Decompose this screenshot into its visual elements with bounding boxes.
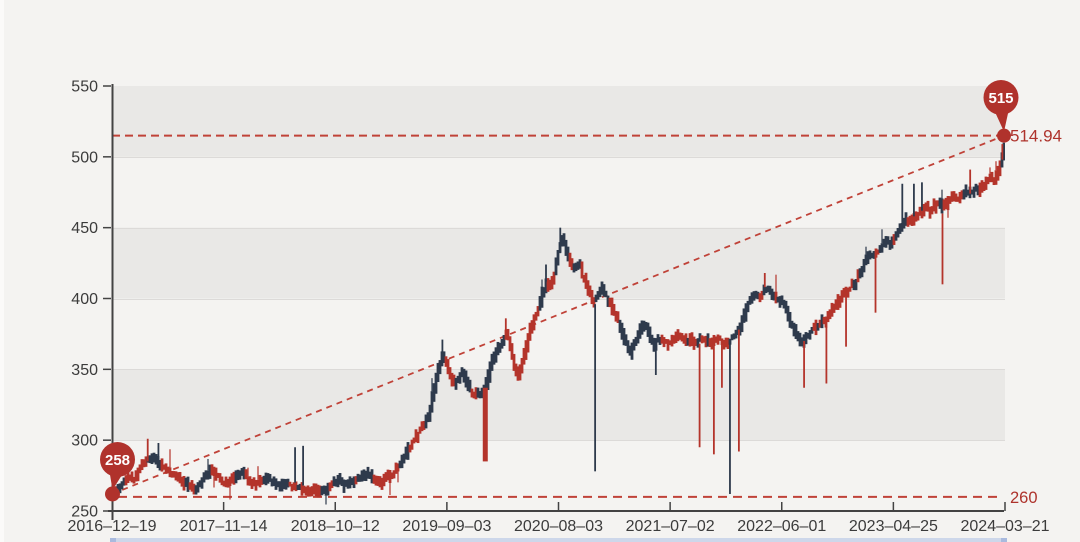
x-axis-label: 2017–11–14 — [180, 518, 268, 535]
y-axis-label: 400 — [71, 291, 98, 308]
x-axis-label: 2023–04–25 — [849, 518, 938, 535]
timeline-scrollbar[interactable] — [110, 538, 1007, 542]
price-series-canvas — [112, 86, 1005, 511]
y-axis-label: 550 — [71, 79, 98, 96]
x-axis-label: 2021–07–02 — [626, 518, 715, 535]
scrollbar-left-handle[interactable] — [110, 538, 116, 542]
min-marker-balloon-bubble — [100, 442, 135, 477]
max-marker-balloon-bubble — [983, 80, 1019, 115]
max-marker-balloon-dot — [997, 128, 1011, 143]
y-axis-label: 450 — [71, 220, 98, 237]
x-axis-label: 2020–08–03 — [514, 518, 603, 535]
y-axis-label: 500 — [71, 149, 98, 166]
x-axis-label: 2018–10–12 — [291, 518, 380, 535]
min-marker-balloon-label: 258 — [105, 452, 130, 469]
x-axis-label: 2022–06–01 — [737, 518, 826, 535]
y-axis-label: 250 — [71, 504, 98, 521]
page-left-edge — [0, 0, 4, 542]
max-marker-balloon-label: 515 — [988, 90, 1013, 107]
min-marker-balloon-dot — [105, 486, 120, 502]
x-axis-label: 2016–12–19 — [68, 518, 157, 535]
min-line-label: 260 — [1010, 489, 1038, 507]
x-axis-label: 2024–03–21 — [961, 518, 1050, 535]
x-axis-label: 2019–09–03 — [402, 518, 491, 535]
y-axis-label: 300 — [71, 433, 98, 450]
y-axis-label: 350 — [71, 362, 98, 379]
max-line-label: 514.94 — [1010, 127, 1062, 146]
scrollbar-right-handle[interactable] — [1001, 538, 1007, 542]
